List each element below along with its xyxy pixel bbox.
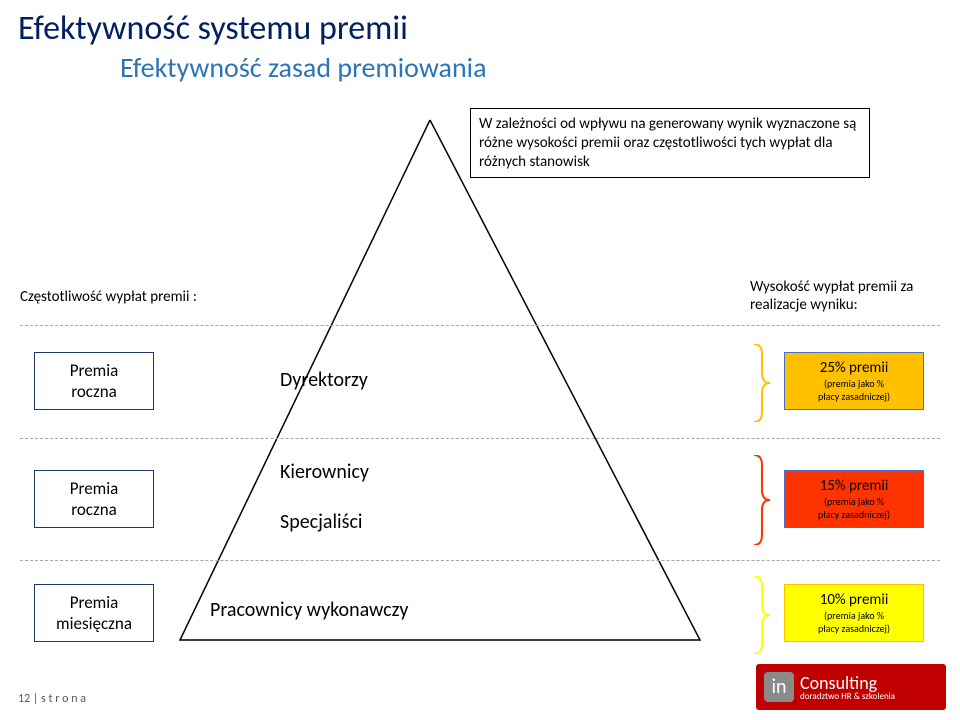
tier-3-label: Pracownicy wykonawczy — [210, 598, 408, 622]
logo-text: Consulting doradztwo HR & szkolenia — [800, 674, 895, 701]
logo-icon: in — [764, 672, 794, 702]
premia-1-line1: Premia — [35, 360, 153, 381]
bracket-3 — [752, 576, 770, 654]
premia-box-1: Premia roczna — [34, 352, 154, 410]
right-header: Wysokość wypłat premii za realizacje wyn… — [750, 278, 913, 314]
bracket-1 — [752, 344, 770, 422]
tier-2-label-b: Specjaliści — [280, 510, 363, 534]
page-number: 12 | s t r o n a — [18, 692, 86, 706]
right-header-line2: realizacje wyniku: — [750, 296, 858, 314]
bracket-2 — [752, 455, 770, 545]
divider-1 — [20, 325, 940, 326]
divider-2 — [20, 438, 940, 439]
logo-tag: doradztwo HR & szkolenia — [800, 692, 895, 701]
premia-box-2: Premia roczna — [34, 470, 154, 528]
pct-3-main: 10% premii — [785, 591, 923, 609]
logo-brand: Consulting — [800, 674, 895, 692]
pct-1-sub1: (premia jako % — [785, 377, 923, 390]
premia-2-line2: roczna — [35, 499, 153, 520]
premia-box-3: Premia miesięczna — [34, 584, 154, 642]
pct-2-main: 15% premii — [785, 477, 923, 495]
tier-1-label: Dyrektorzy — [280, 368, 368, 392]
pct-3-sub1: (premia jako % — [785, 609, 923, 622]
logo: in Consulting doradztwo HR & szkolenia — [756, 664, 946, 710]
premia-3-line2: miesięczna — [35, 613, 153, 634]
premia-1-line2: roczna — [35, 381, 153, 402]
right-header-line1: Wysokość wypłat premii za — [750, 278, 913, 296]
pct-3-sub2: płacy zasadniczej) — [785, 622, 923, 635]
pct-box-2: 15% premii (premia jako % płacy zasadnic… — [784, 470, 924, 528]
pct-1-sub2: płacy zasadniczej) — [785, 390, 923, 403]
logo-in: in — [771, 675, 786, 699]
premia-2-line1: Premia — [35, 478, 153, 499]
pct-2-sub1: (premia jako % — [785, 495, 923, 508]
pct-box-3: 10% premii (premia jako % płacy zasadnic… — [784, 584, 924, 642]
premia-3-line1: Premia — [35, 592, 153, 613]
divider-3 — [20, 560, 940, 561]
pct-1-main: 25% premii — [785, 359, 923, 377]
pct-box-1: 25% premii (premia jako % płacy zasadnic… — [784, 352, 924, 410]
pct-2-sub2: płacy zasadniczej) — [785, 508, 923, 521]
left-header: Częstotliwość wypłat premii : — [20, 288, 197, 306]
tier-2-label-a: Kierownicy — [280, 460, 369, 484]
